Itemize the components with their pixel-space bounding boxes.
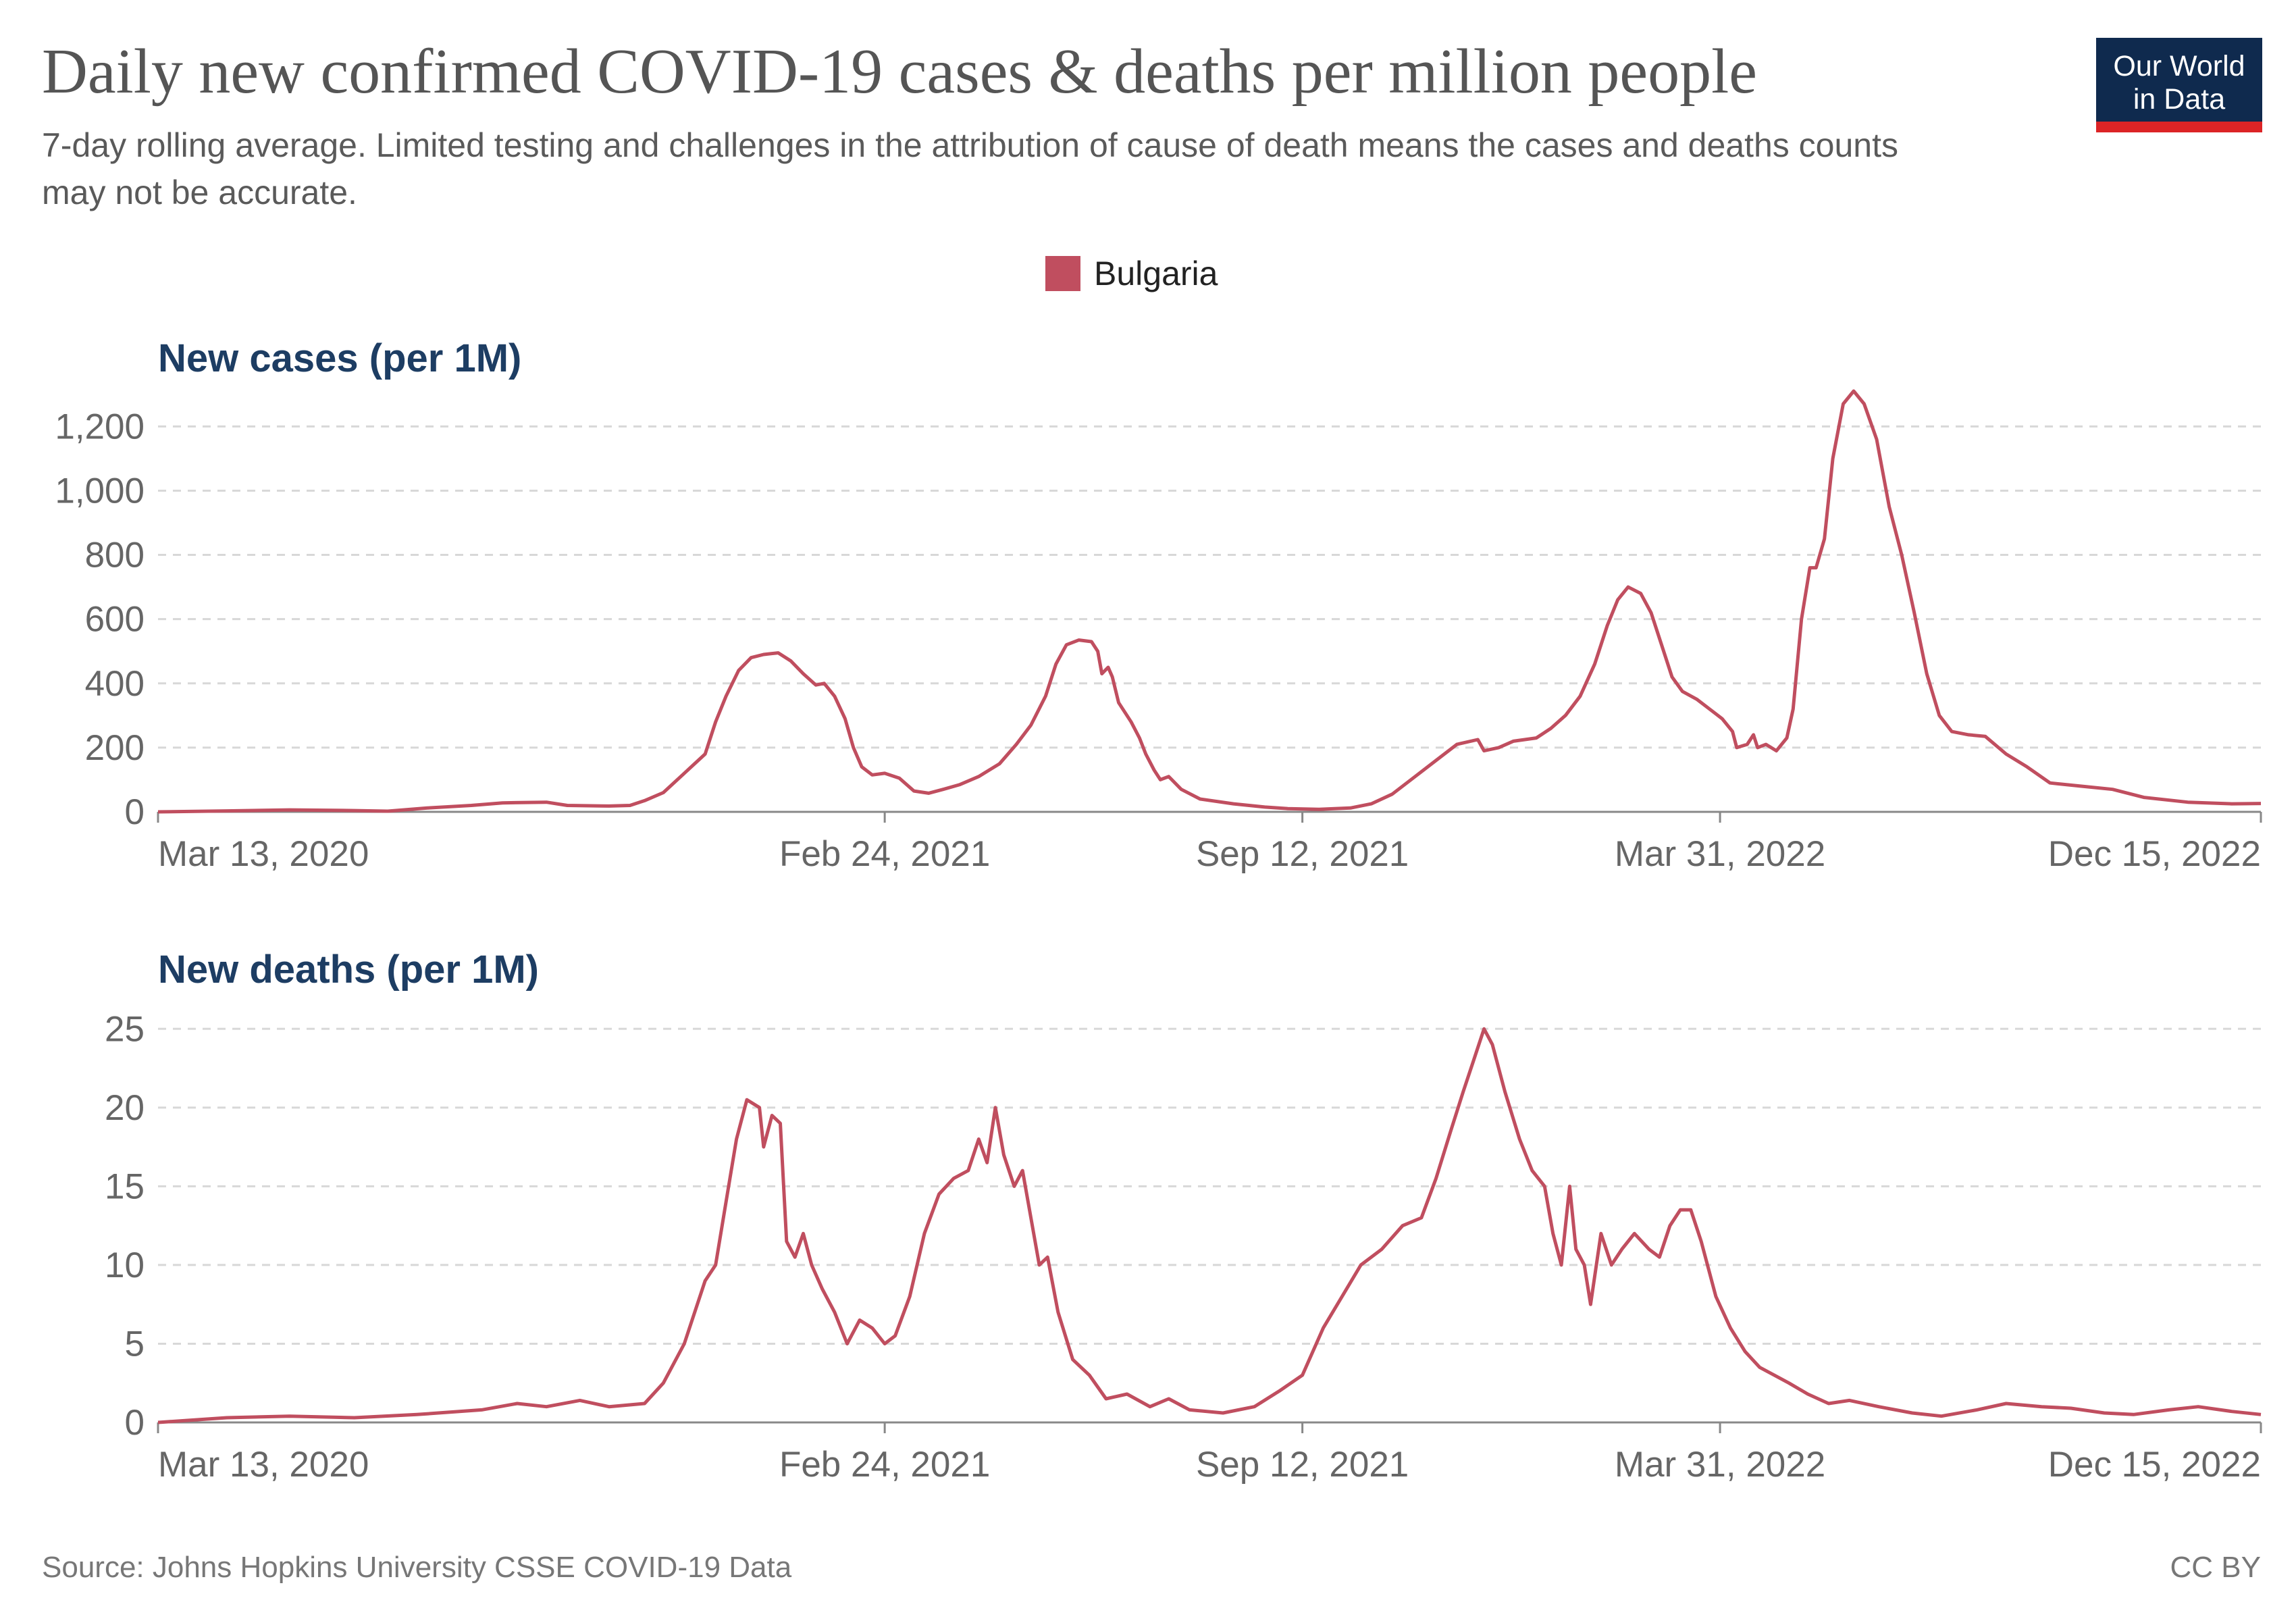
deaths-y-tick-label: 5: [125, 1324, 145, 1364]
logo-line-1: Our World: [2113, 50, 2245, 82]
owid-logo[interactable]: Our World in Data: [2096, 38, 2262, 132]
license-label[interactable]: CC BY: [2170, 1551, 2261, 1584]
deaths-y-tick-label: 10: [105, 1245, 145, 1285]
deaths-x-tick-label: Mar 31, 2022: [1615, 1445, 1825, 1485]
deaths-series-line: [157, 1027, 2262, 1424]
cases-y-tick-label: 600: [85, 600, 145, 640]
cases-x-tick-label: Feb 24, 2021: [779, 834, 990, 874]
cases-y-tick-label: 800: [85, 536, 145, 575]
cases-y-tick-label: 1,000: [55, 471, 145, 511]
deaths-y-tick-label: 25: [105, 1009, 145, 1049]
cases-series-line: [157, 389, 2262, 814]
deaths-y-tick-label: 20: [105, 1088, 145, 1128]
cases-y-tick-label: 400: [85, 664, 145, 704]
source-note: Source: Johns Hopkins University CSSE CO…: [42, 1551, 792, 1584]
cases-y-tick-label: 0: [125, 792, 145, 832]
chart-subtitle: 7-day rolling average. Limited testing a…: [42, 126, 1898, 211]
cases-panel-title: New cases (per 1M): [158, 336, 522, 380]
legend[interactable]: Bulgaria: [1045, 253, 1218, 294]
legend-swatch: [1045, 256, 1080, 291]
deaths-y-tick-label: 0: [125, 1403, 145, 1443]
legend-label: Bulgaria: [1094, 255, 1218, 292]
cases-y-tick-label: 200: [85, 728, 145, 768]
deaths-panel-title: New deaths (per 1M): [158, 948, 539, 992]
deaths-x-tick-label: Sep 12, 2021: [1196, 1445, 1409, 1485]
deaths-x-tick-label: Feb 24, 2021: [779, 1445, 990, 1485]
cases-y-tick-label: 1,200: [55, 407, 145, 446]
cases-x-tick-label: Mar 31, 2022: [1615, 834, 1825, 874]
deaths-y-tick-label: 15: [105, 1166, 145, 1206]
logo-line-2: in Data: [2133, 83, 2226, 115]
deaths-x-tick-label: Mar 13, 2020: [158, 1445, 369, 1485]
chart-title: Daily new confirmed COVID-19 cases & dea…: [42, 36, 1757, 107]
cases-x-tick-label: Sep 12, 2021: [1196, 834, 1409, 874]
deaths-x-tick-label: Dec 15, 2022: [2048, 1445, 2261, 1485]
cases-x-tick-label: Mar 13, 2020: [158, 834, 369, 874]
cases-x-tick-label: Dec 15, 2022: [2048, 834, 2261, 874]
